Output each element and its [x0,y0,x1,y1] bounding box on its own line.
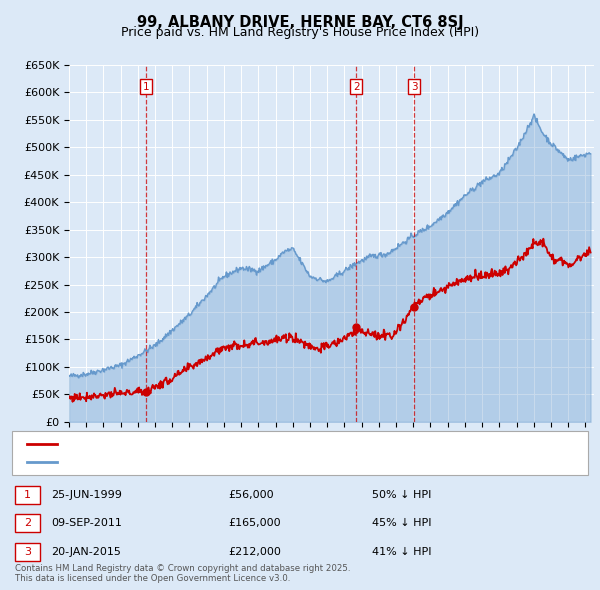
Text: HPI: Average price, detached house, Canterbury: HPI: Average price, detached house, Cant… [63,457,315,467]
Text: 2: 2 [353,82,359,92]
Text: £212,000: £212,000 [228,547,281,556]
Text: 45% ↓ HPI: 45% ↓ HPI [372,519,431,528]
Text: Price paid vs. HM Land Registry's House Price Index (HPI): Price paid vs. HM Land Registry's House … [121,26,479,39]
Text: 1: 1 [143,82,149,92]
Text: 2: 2 [24,519,31,528]
Text: 50% ↓ HPI: 50% ↓ HPI [372,490,431,500]
Text: 41% ↓ HPI: 41% ↓ HPI [372,547,431,556]
Text: 3: 3 [411,82,418,92]
Text: 09-SEP-2011: 09-SEP-2011 [51,519,122,528]
Text: 99, ALBANY DRIVE, HERNE BAY, CT6 8SJ (detached house): 99, ALBANY DRIVE, HERNE BAY, CT6 8SJ (de… [63,439,365,449]
Text: 25-JUN-1999: 25-JUN-1999 [51,490,122,500]
Text: 1: 1 [24,490,31,500]
Text: £56,000: £56,000 [228,490,274,500]
Text: 3: 3 [24,547,31,556]
Text: 99, ALBANY DRIVE, HERNE BAY, CT6 8SJ: 99, ALBANY DRIVE, HERNE BAY, CT6 8SJ [137,15,463,30]
Text: Contains HM Land Registry data © Crown copyright and database right 2025.
This d: Contains HM Land Registry data © Crown c… [15,563,350,583]
Text: 20-JAN-2015: 20-JAN-2015 [51,547,121,556]
Text: £165,000: £165,000 [228,519,281,528]
